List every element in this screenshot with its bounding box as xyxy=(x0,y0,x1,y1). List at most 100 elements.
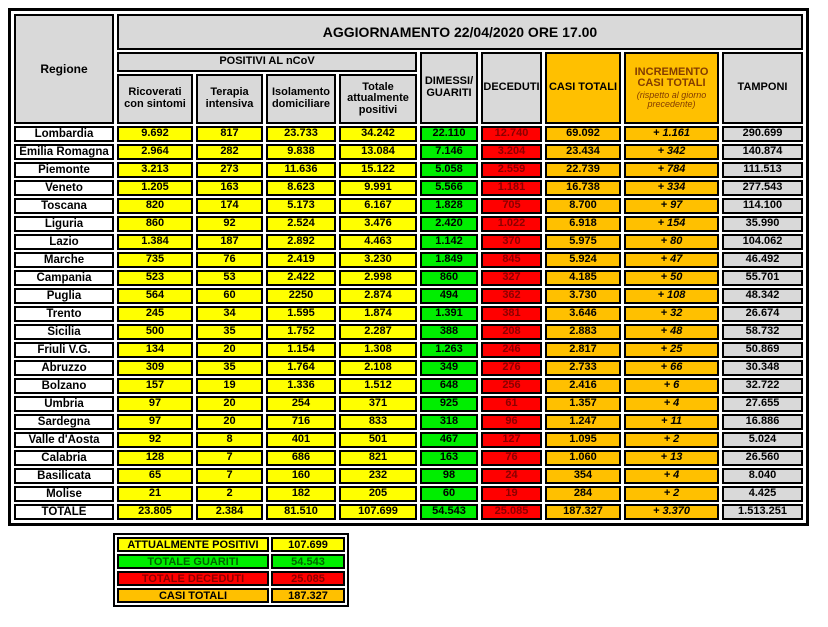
summary-value: 25.085 xyxy=(271,571,345,586)
cell-incremento: + 32 xyxy=(624,306,719,322)
cell-incremento: + 2 xyxy=(624,486,719,502)
cell-dimessi-guariti: 349 xyxy=(420,360,478,376)
covid-update-table: Regione AGGIORNAMENTO 22/04/2020 ORE 17.… xyxy=(8,8,809,526)
cell-ricoverati: 309 xyxy=(117,360,193,376)
cell-terapia-intensiva: 7 xyxy=(196,468,263,484)
cell-dimessi-guariti: 318 xyxy=(420,414,478,430)
cell-casi-totali: 5.924 xyxy=(545,252,621,268)
cell-regione: Campania xyxy=(14,270,114,286)
cell-totale-positivi: 232 xyxy=(339,468,417,484)
cell-regione: Molise xyxy=(14,486,114,502)
cell-ricoverati: 245 xyxy=(117,306,193,322)
cell-dimessi-guariti: 98 xyxy=(420,468,478,484)
cell-incremento: + 4 xyxy=(624,396,719,412)
cell-ricoverati: 860 xyxy=(117,216,193,232)
cell-tamponi: 8.040 xyxy=(722,468,803,484)
cell-tamponi: 114.100 xyxy=(722,198,803,214)
cell-deceduti: 12.740 xyxy=(481,126,542,142)
cell-incremento: + 342 xyxy=(624,144,719,160)
cell-ricoverati: 3.213 xyxy=(117,162,193,178)
cell-terapia-intensiva: 2.384 xyxy=(196,504,263,520)
cell-totale-positivi: 2.874 xyxy=(339,288,417,304)
cell-isolamento: 1.154 xyxy=(266,342,336,358)
cell-dimessi-guariti: 388 xyxy=(420,324,478,340)
cell-regione: Umbria xyxy=(14,396,114,412)
cell-totale-positivi: 1.308 xyxy=(339,342,417,358)
cell-isolamento: 182 xyxy=(266,486,336,502)
cell-isolamento: 686 xyxy=(266,450,336,466)
cell-totale-positivi: 2.108 xyxy=(339,360,417,376)
cell-tamponi: 35.990 xyxy=(722,216,803,232)
cell-totale-positivi: 2.998 xyxy=(339,270,417,286)
cell-terapia-intensiva: 20 xyxy=(196,396,263,412)
cell-regione: Bolzano xyxy=(14,378,114,394)
cell-terapia-intensiva: 35 xyxy=(196,324,263,340)
cell-isolamento: 1.336 xyxy=(266,378,336,394)
cell-isolamento: 9.838 xyxy=(266,144,336,160)
header-incremento-casi-totali: INCREMENTO CASI TOTALI (rispetto al gior… xyxy=(624,52,719,124)
cell-totale-positivi: 4.463 xyxy=(339,234,417,250)
cell-incremento: + 25 xyxy=(624,342,719,358)
cell-isolamento: 716 xyxy=(266,414,336,430)
cell-ricoverati: 65 xyxy=(117,468,193,484)
cell-deceduti: 276 xyxy=(481,360,542,376)
cell-incremento: + 784 xyxy=(624,162,719,178)
cell-regione: Veneto xyxy=(14,180,114,196)
header-ricoverati: Ricoverati con sintomi xyxy=(117,74,193,124)
cell-totale-positivi: 1.512 xyxy=(339,378,417,394)
cell-isolamento: 401 xyxy=(266,432,336,448)
header-regione: Regione xyxy=(14,14,114,124)
cell-regione: Sardegna xyxy=(14,414,114,430)
cell-tamponi: 55.701 xyxy=(722,270,803,286)
cell-ricoverati: 92 xyxy=(117,432,193,448)
cell-tamponi: 1.513.251 xyxy=(722,504,803,520)
cell-terapia-intensiva: 76 xyxy=(196,252,263,268)
cell-isolamento: 5.173 xyxy=(266,198,336,214)
cell-terapia-intensiva: 19 xyxy=(196,378,263,394)
cell-casi-totali: 354 xyxy=(545,468,621,484)
cell-isolamento: 11.636 xyxy=(266,162,336,178)
cell-totale-positivi: 3.476 xyxy=(339,216,417,232)
cell-dimessi-guariti: 494 xyxy=(420,288,478,304)
cell-ricoverati: 820 xyxy=(117,198,193,214)
cell-isolamento: 2.524 xyxy=(266,216,336,232)
cell-terapia-intensiva: 8 xyxy=(196,432,263,448)
cell-casi-totali: 284 xyxy=(545,486,621,502)
cell-ricoverati: 9.692 xyxy=(117,126,193,142)
header-deceduti: DECEDUTI xyxy=(481,52,542,124)
cell-terapia-intensiva: 174 xyxy=(196,198,263,214)
cell-incremento: + 80 xyxy=(624,234,719,250)
cell-casi-totali: 22.739 xyxy=(545,162,621,178)
cell-ricoverati: 1.205 xyxy=(117,180,193,196)
cell-dimessi-guariti: 54.543 xyxy=(420,504,478,520)
header-incremento-title: INCREMENTO CASI TOTALI xyxy=(634,65,709,90)
cell-regione: TOTALE xyxy=(14,504,114,520)
cell-dimessi-guariti: 1.849 xyxy=(420,252,478,268)
cell-dimessi-guariti: 1.391 xyxy=(420,306,478,322)
cell-casi-totali: 16.738 xyxy=(545,180,621,196)
cell-deceduti: 1.022 xyxy=(481,216,542,232)
cell-regione: Valle d'Aosta xyxy=(14,432,114,448)
cell-isolamento: 23.733 xyxy=(266,126,336,142)
cell-ricoverati: 564 xyxy=(117,288,193,304)
cell-deceduti: 2.559 xyxy=(481,162,542,178)
cell-terapia-intensiva: 187 xyxy=(196,234,263,250)
cell-deceduti: 24 xyxy=(481,468,542,484)
cell-casi-totali: 8.700 xyxy=(545,198,621,214)
cell-regione: Emilia Romagna xyxy=(14,144,114,160)
cell-deceduti: 246 xyxy=(481,342,542,358)
cell-deceduti: 256 xyxy=(481,378,542,394)
cell-casi-totali: 69.092 xyxy=(545,126,621,142)
cell-tamponi: 58.732 xyxy=(722,324,803,340)
cell-totale-positivi: 371 xyxy=(339,396,417,412)
cell-terapia-intensiva: 2 xyxy=(196,486,263,502)
cell-totale-positivi: 821 xyxy=(339,450,417,466)
header-casi-totali: CASI TOTALI xyxy=(545,52,621,124)
cell-dimessi-guariti: 5.566 xyxy=(420,180,478,196)
update-banner: AGGIORNAMENTO 22/04/2020 ORE 17.00 xyxy=(117,14,803,50)
cell-regione: Toscana xyxy=(14,198,114,214)
cell-regione: Friuli V.G. xyxy=(14,342,114,358)
cell-ricoverati: 735 xyxy=(117,252,193,268)
cell-ricoverati: 157 xyxy=(117,378,193,394)
cell-tamponi: 46.492 xyxy=(722,252,803,268)
